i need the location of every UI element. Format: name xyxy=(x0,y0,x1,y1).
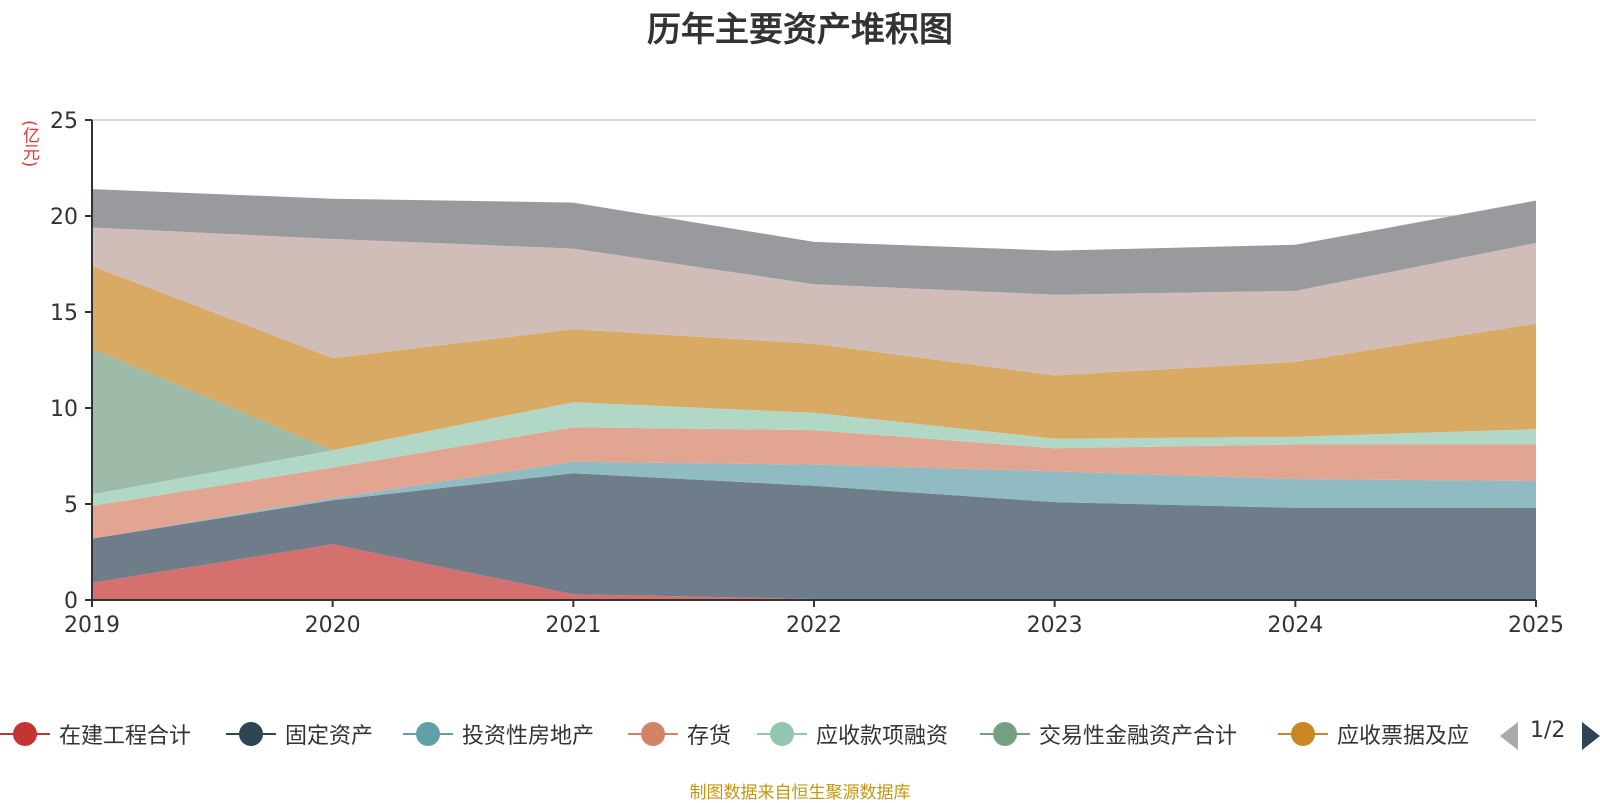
legend-label: 应收票据及应 xyxy=(1337,724,1470,749)
legend-marker-icon xyxy=(1278,712,1328,756)
legend-label: 投资性房地产 xyxy=(462,724,595,749)
legend-marker-icon xyxy=(628,712,678,756)
legend-label: 应收款项融资 xyxy=(816,724,949,749)
y-tick-label: 20 xyxy=(50,205,78,230)
x-tick-label: 2021 xyxy=(545,613,601,638)
legend-prev-arrow-icon[interactable] xyxy=(1500,722,1518,750)
y-tick-label: 25 xyxy=(50,109,78,134)
legend-label: 存货 xyxy=(687,724,732,749)
data-source-note: 制图数据来自恒生聚源数据库 xyxy=(689,783,911,803)
x-tick-label: 2023 xyxy=(1027,613,1083,638)
area-series-5 xyxy=(92,402,1536,506)
area-series-7 xyxy=(92,265,1536,451)
x-tick-label: 2025 xyxy=(1508,613,1564,638)
area-series-9 xyxy=(92,189,1536,295)
y-tick-label: 5 xyxy=(64,493,78,518)
x-tick-label: 2019 xyxy=(64,613,120,638)
legend-pager: 1/2 xyxy=(1500,712,1600,756)
x-tick-label: 2022 xyxy=(786,613,842,638)
area-series xyxy=(92,189,1536,600)
x-tick-label: 2020 xyxy=(305,613,361,638)
y-tick-label: 15 xyxy=(50,301,78,326)
y-axis-unit: (亿元) xyxy=(19,120,39,168)
legend-item[interactable]: 存货 xyxy=(628,712,731,756)
y-tick-label: 0 xyxy=(64,589,78,614)
legend: 在建工程合计 固定资产 投资性房地产 存货 应收款项融资 交易性金融资产合计 应收票据及应 xyxy=(0,712,1600,756)
legend-item[interactable]: 投资性房地产 xyxy=(403,712,594,756)
legend-item[interactable]: 交易性金融资产合计 xyxy=(980,712,1237,756)
legend-label: 固定资产 xyxy=(285,724,374,749)
legend-item[interactable]: 固定资产 xyxy=(226,712,373,756)
legend-next-arrow-icon[interactable] xyxy=(1582,722,1600,750)
legend-page-indicator: 1/2 xyxy=(1530,718,1566,743)
legend-marker-icon xyxy=(226,712,276,756)
area-series-1 xyxy=(92,544,1536,600)
legend-marker-icon xyxy=(757,712,807,756)
area-series-4 xyxy=(92,427,1536,539)
legend-item[interactable]: 应收票据及应 xyxy=(1278,712,1469,756)
legend-item[interactable]: 应收款项融资 xyxy=(757,712,948,756)
legend-item[interactable]: 在建工程合计 xyxy=(0,712,191,756)
x-tick-label: 2024 xyxy=(1267,613,1323,638)
area-series-2 xyxy=(92,473,1536,600)
legend-marker-icon xyxy=(0,712,50,756)
legend-label: 交易性金融资产合计 xyxy=(1039,724,1238,749)
legend-marker-icon xyxy=(403,712,453,756)
area-series-8 xyxy=(92,227,1536,376)
legend-marker-icon xyxy=(980,712,1030,756)
legend-label: 在建工程合计 xyxy=(59,724,192,749)
area-series-3 xyxy=(92,461,1536,539)
y-tick-label: 10 xyxy=(50,397,78,422)
chart-title: 历年主要资产堆积图 xyxy=(647,10,953,50)
